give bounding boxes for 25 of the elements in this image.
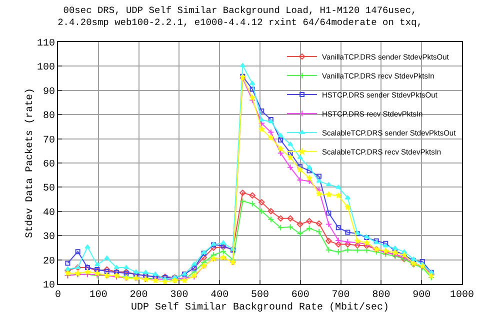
x-tick-label: 500 [250,290,270,301]
x-tick-label: 400 [210,290,229,301]
y-axis-title: Stdev Data Packets (rate) [24,88,36,238]
x-tick-label: 100 [89,290,108,301]
y-tick-label: 30 [42,232,55,244]
y-tick-label: 90 [42,86,55,98]
y-tick-label: 50 [42,184,55,195]
x-tick-label: 700 [332,290,350,301]
x-tick-label: 200 [130,290,148,301]
y-tick-label: 80 [42,111,55,122]
y-tick-label: 100 [36,62,55,74]
x-tick-label: 900 [412,290,431,301]
x-tick-label: 800 [372,290,390,301]
y-tick-label: 10 [42,280,55,292]
chart-title: 00sec DRS, UDP Self Similar Background Load, H1-M120 1476usec, 2.4.20smp web100-2.2.1, e1000-4.4.12 rxint 64/64moderate on txq, [58,4,422,28]
y-tick-label: 110 [36,38,55,50]
y-tick-label: 70 [42,135,55,146]
x-tick-label: 0 [54,290,62,301]
x-tick-label: 1000 [450,290,474,301]
x-tick-label: 300 [170,290,188,301]
y-tick-label: 20 [42,256,55,268]
y-tick-label: 40 [42,208,55,219]
y-tick-label: 60 [42,160,55,170]
x-tick-label: 600 [291,290,310,301]
x-axis-title: UDP Self Similar Background Rate (Mbit/sec) [130,302,390,314]
